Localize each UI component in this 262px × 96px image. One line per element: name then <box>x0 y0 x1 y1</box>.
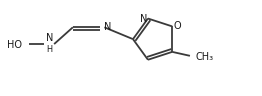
Text: O: O <box>173 21 181 31</box>
Text: N: N <box>140 14 147 24</box>
Text: H: H <box>46 45 52 54</box>
Text: N: N <box>104 22 112 32</box>
Text: CH₃: CH₃ <box>196 52 214 62</box>
Text: HO: HO <box>7 40 21 50</box>
Text: N: N <box>46 33 53 43</box>
